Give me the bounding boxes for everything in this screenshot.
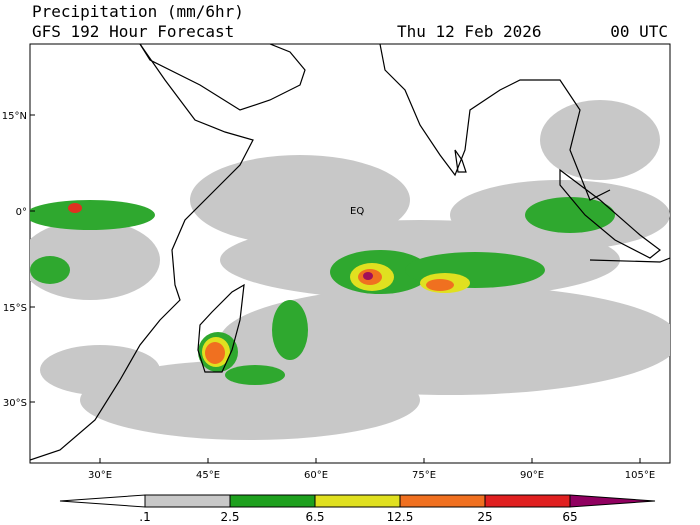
- lon-label: 105°E: [625, 470, 655, 481]
- legend-label: 12.5: [387, 510, 414, 524]
- legend-label: 2.5: [220, 510, 239, 524]
- colorbar: [59, 494, 656, 508]
- lat-label: 15°S: [3, 303, 27, 314]
- lat-label: 30°S: [3, 398, 27, 409]
- date: Thu 12 Feb 2026: [397, 22, 542, 41]
- time: 00 UTC: [610, 22, 668, 41]
- lat-label: 0°: [16, 207, 27, 218]
- lon-label: 75°E: [412, 470, 436, 481]
- lat-label: 15°N: [2, 111, 27, 122]
- equator-label: EQ: [350, 206, 364, 217]
- legend-label: .1: [139, 510, 150, 524]
- lon-label: 45°E: [196, 470, 220, 481]
- map-field: [29, 43, 671, 464]
- subtitle: GFS 192 Hour Forecast: [32, 22, 234, 41]
- lon-label: 60°E: [304, 470, 328, 481]
- lon-label: 90°E: [520, 470, 544, 481]
- legend-label: 6.5: [305, 510, 324, 524]
- legend-label: 25: [477, 510, 492, 524]
- lon-label: 30°E: [88, 470, 112, 481]
- legend-label: 65: [562, 510, 577, 524]
- title: Precipitation (mm/6hr): [32, 2, 244, 21]
